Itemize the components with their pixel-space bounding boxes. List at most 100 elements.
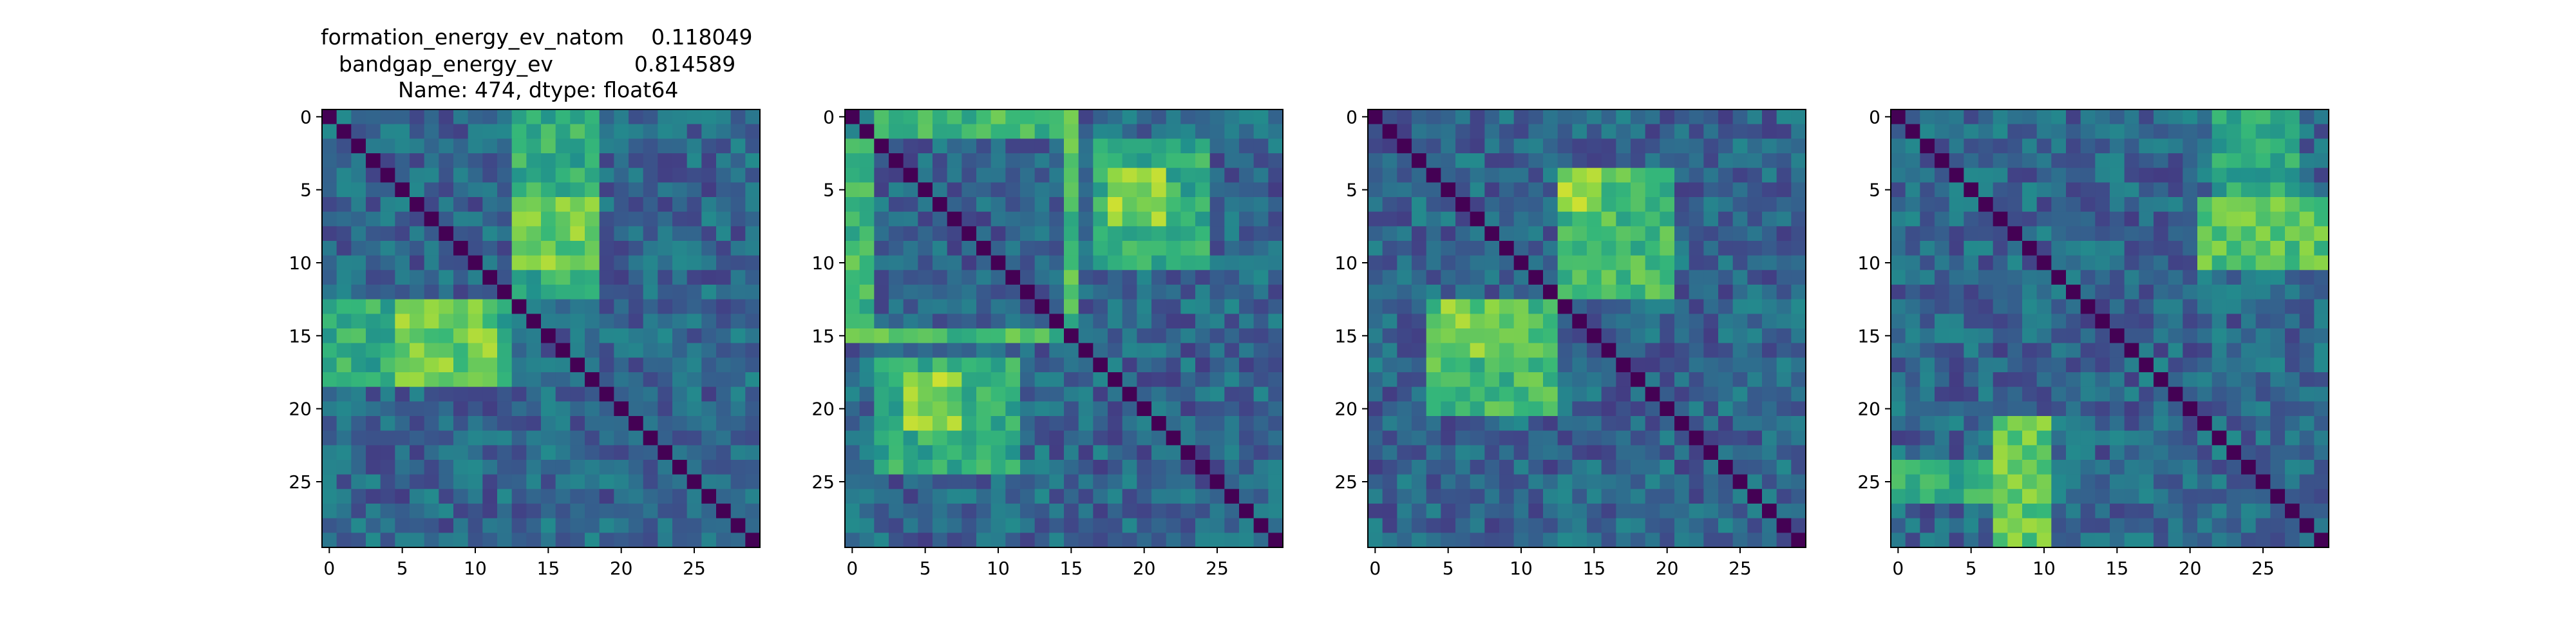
heatmap-cell xyxy=(570,211,585,227)
heatmap-cell xyxy=(2139,241,2154,256)
heatmap-cell xyxy=(351,167,366,183)
heatmap-cell xyxy=(1674,197,1690,213)
heatmap-cell xyxy=(629,474,644,489)
heatmap-cell xyxy=(2154,270,2169,285)
heatmap-cell xyxy=(1703,197,1719,213)
heatmap-cell xyxy=(1993,416,2008,431)
heatmap-cell xyxy=(1935,299,1950,314)
heatmap-cell xyxy=(585,357,600,373)
heatmap-cell xyxy=(730,416,746,431)
heatmap-cell xyxy=(1239,167,1255,183)
heatmap-cell xyxy=(351,270,366,285)
heatmap-cell xyxy=(2299,401,2315,417)
heatmap-cell xyxy=(672,299,688,314)
heatmap-cell xyxy=(947,211,962,227)
heatmap-cell xyxy=(1253,474,1269,489)
heatmap-cell xyxy=(845,255,860,270)
heatmap-cell xyxy=(1935,153,1950,169)
heatmap-cell xyxy=(1732,474,1748,489)
heatmap-cell xyxy=(453,357,469,373)
heatmap-cell xyxy=(380,153,395,169)
heatmap-cell xyxy=(526,460,542,475)
heatmap-cell xyxy=(2299,241,2315,256)
heatmap-cell xyxy=(643,197,658,213)
heatmap-cell xyxy=(2183,386,2198,402)
heatmap-cell xyxy=(730,124,746,139)
heatmap-cell xyxy=(716,226,732,242)
heatmap-cell xyxy=(1718,167,1734,183)
heatmap-cell xyxy=(2007,416,2023,431)
heatmap-cell xyxy=(1020,211,1036,227)
heatmap-cell xyxy=(2051,226,2067,242)
heatmap-cell xyxy=(2139,343,2154,358)
heatmap-cell xyxy=(322,197,337,213)
heatmap-cell xyxy=(976,343,992,358)
heatmap-cell xyxy=(1616,124,1631,139)
heatmap-cell xyxy=(468,153,483,169)
heatmap-cell xyxy=(1078,270,1094,285)
heatmap-cell xyxy=(1645,343,1660,358)
heatmap-cell xyxy=(629,314,644,329)
heatmap-cell xyxy=(1631,270,1646,285)
heatmap-cell xyxy=(526,386,542,402)
heatmap-cell xyxy=(716,299,732,314)
heatmap-cell xyxy=(1108,401,1123,417)
heatmap-cell xyxy=(1093,109,1108,125)
heatmap-cell xyxy=(1572,167,1587,183)
heatmap-cell xyxy=(1528,314,1544,329)
heatmap-cell xyxy=(2066,167,2081,183)
heatmap-cell xyxy=(2051,124,2067,139)
heatmap-cell xyxy=(1513,153,1529,169)
heatmap-cell xyxy=(1660,533,1675,548)
heatmap-cell xyxy=(845,109,860,125)
heatmap-cell xyxy=(2139,430,2154,446)
heatmap-cell xyxy=(2080,197,2096,213)
heatmap-cell xyxy=(658,430,673,446)
heatmap-cell xyxy=(672,197,688,213)
heatmap-cell xyxy=(1412,211,1427,227)
heatmap-cell xyxy=(845,226,860,242)
heatmap-cell xyxy=(1412,430,1427,446)
heatmap-cell xyxy=(1368,518,1383,533)
heatmap-cell xyxy=(687,489,702,504)
heatmap-cell xyxy=(1631,255,1646,270)
heatmap-cell xyxy=(2007,299,2023,314)
heatmap-cell xyxy=(976,241,992,256)
heatmap-cell xyxy=(859,357,875,373)
heatmap-cell xyxy=(874,518,889,533)
heatmap-cell xyxy=(845,430,860,446)
heatmap-cell xyxy=(1382,226,1397,242)
heatmap-cell xyxy=(585,299,600,314)
heatmap-cell xyxy=(1689,386,1704,402)
heatmap-cell xyxy=(1762,182,1777,198)
heatmap-cell xyxy=(1557,489,1573,504)
heatmap-cell xyxy=(322,474,337,489)
heatmap-cell xyxy=(351,533,366,548)
heatmap-cell xyxy=(2183,109,2198,125)
heatmap-cell xyxy=(410,416,425,431)
heatmap-cell xyxy=(1905,504,1920,519)
heatmap-cell xyxy=(541,328,556,344)
heatmap-cell xyxy=(541,211,556,227)
heatmap-cell xyxy=(2255,211,2271,227)
heatmap-cell xyxy=(2285,401,2300,417)
heatmap-cell xyxy=(730,328,746,344)
heatmap-cell xyxy=(424,430,439,446)
heatmap-cell xyxy=(1949,518,1964,533)
heatmap-cell xyxy=(1426,343,1441,358)
heatmap-cell xyxy=(1224,343,1240,358)
heatmap-cell xyxy=(1949,182,1964,198)
heatmap-cell xyxy=(874,182,889,198)
heatmap-cell xyxy=(1484,401,1500,417)
heatmap-cell xyxy=(570,197,585,213)
heatmap-cell xyxy=(2285,299,2300,314)
heatmap-cell xyxy=(468,109,483,125)
heatmap-cell xyxy=(336,285,352,300)
heatmap-cell xyxy=(351,314,366,329)
heatmap-cell xyxy=(1253,489,1269,504)
heatmap-cell xyxy=(1034,445,1050,460)
heatmap-cell xyxy=(2314,343,2329,358)
heatmap-cell xyxy=(1645,401,1660,417)
heatmap-cell xyxy=(1166,197,1181,213)
heatmap-cell xyxy=(2036,226,2052,242)
